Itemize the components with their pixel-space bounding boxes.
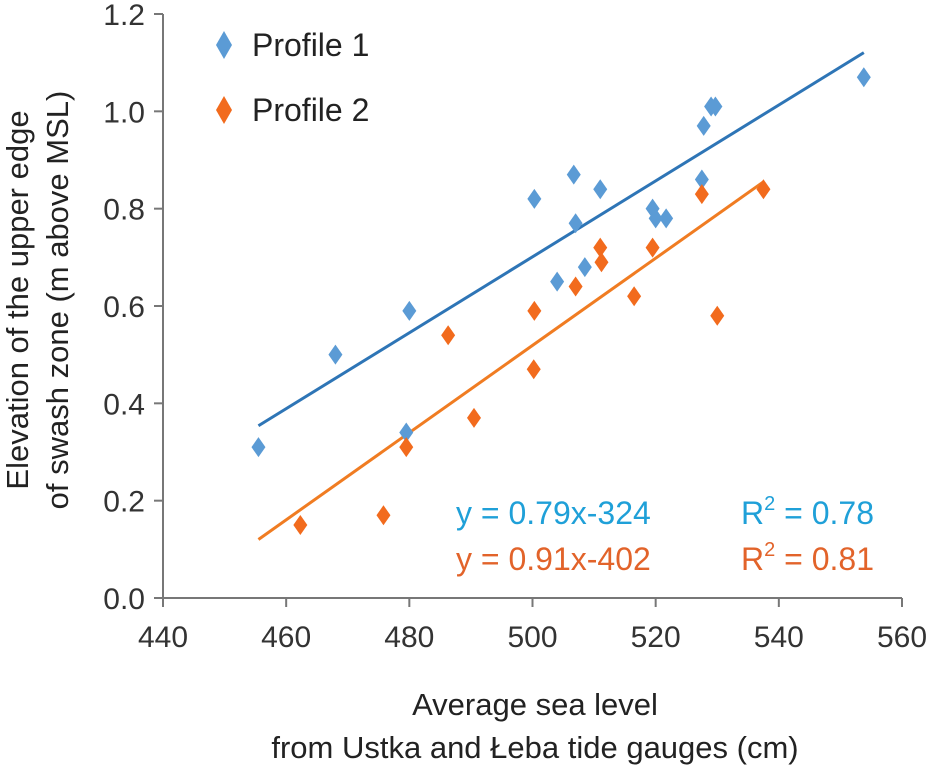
x-axis-title-line-1: Average sea level — [412, 687, 658, 722]
data-point-profile-2 — [568, 276, 583, 297]
data-point-profile-2 — [645, 237, 660, 258]
y-axis-title-line-1: Elevation of the upper edge — [0, 110, 35, 489]
data-point-profile-2 — [293, 515, 308, 535]
equation-annotations: y = 0.79x-324 R2 = 0.78 y = 0.91x-402 R2… — [456, 493, 874, 577]
y-tick-label: 0.6 — [103, 291, 145, 324]
y-tick-group: 0.0 0.2 0.4 0.6 0.8 1.0 1.2 — [103, 0, 163, 616]
data-point-profile-2 — [594, 252, 609, 273]
data-point-profile-1 — [856, 67, 871, 88]
trendline-group — [257, 51, 865, 541]
data-point-profile-2 — [376, 505, 391, 526]
data-point-profile-1 — [251, 437, 266, 458]
legend-marker-profile-2 — [216, 96, 232, 124]
legend-label-profile-2: Profile 2 — [252, 92, 369, 128]
data-point-profile-2 — [526, 359, 541, 380]
data-point-profile-2 — [441, 325, 456, 346]
data-point-profile-1 — [328, 344, 343, 365]
data-point-profile-1 — [402, 300, 417, 321]
data-point-group — [251, 67, 871, 535]
data-point-profile-1 — [708, 96, 723, 117]
legend-marker-profile-1 — [216, 31, 232, 59]
data-point-profile-1 — [550, 271, 565, 292]
r-squared-profile-1: R2 = 0.78 — [741, 493, 874, 531]
data-point-profile-2 — [627, 286, 642, 307]
data-point-profile-1 — [694, 169, 709, 190]
data-point-profile-1 — [659, 208, 674, 229]
x-tick-label: 560 — [877, 621, 927, 654]
y-tick-label: 0.4 — [103, 388, 145, 421]
data-point-profile-2 — [399, 437, 414, 458]
y-axis-title-line-2: of swash zone (m above MSL) — [40, 91, 75, 510]
x-tick-label: 480 — [384, 621, 434, 654]
legend-label-profile-1: Profile 1 — [252, 27, 369, 63]
x-axis-title-line-2: from Ustka and Łeba tide gauges (cm) — [271, 730, 798, 765]
x-tick-group: 440 460 480 500 520 540 560 — [138, 598, 927, 654]
trendline-profile-2 — [257, 180, 765, 541]
data-point-profile-2 — [593, 237, 608, 258]
y-tick-label: 0.0 — [103, 583, 145, 616]
y-tick-label: 1.0 — [103, 96, 145, 129]
data-point-profile-1 — [577, 257, 592, 278]
data-point-profile-1 — [566, 164, 581, 185]
legend: Profile 1 Profile 2 — [216, 27, 369, 128]
data-point-profile-2 — [756, 179, 771, 200]
data-point-profile-1 — [568, 213, 583, 234]
data-point-profile-2 — [466, 407, 481, 428]
x-tick-label: 520 — [631, 621, 681, 654]
data-point-profile-2 — [527, 300, 542, 321]
x-tick-label: 440 — [138, 621, 188, 654]
y-tick-label: 1.2 — [103, 0, 145, 32]
x-tick-label: 540 — [754, 621, 804, 654]
x-tick-label: 500 — [507, 621, 557, 654]
data-point-profile-1 — [696, 115, 711, 136]
equation-profile-2: y = 0.91x-402 — [456, 541, 651, 577]
data-point-profile-2 — [710, 305, 725, 326]
data-point-profile-1 — [527, 188, 542, 209]
r-squared-profile-2: R2 = 0.81 — [741, 539, 874, 577]
data-point-profile-2 — [694, 184, 709, 205]
data-point-profile-1 — [648, 208, 663, 229]
x-tick-label: 460 — [261, 621, 311, 654]
trendline-profile-1 — [257, 51, 865, 428]
equation-profile-1: y = 0.79x-324 — [456, 495, 651, 531]
data-point-profile-1 — [593, 179, 608, 200]
data-point-profile-1 — [399, 422, 414, 443]
y-tick-label: 0.2 — [103, 486, 145, 519]
y-tick-label: 0.8 — [103, 194, 145, 227]
